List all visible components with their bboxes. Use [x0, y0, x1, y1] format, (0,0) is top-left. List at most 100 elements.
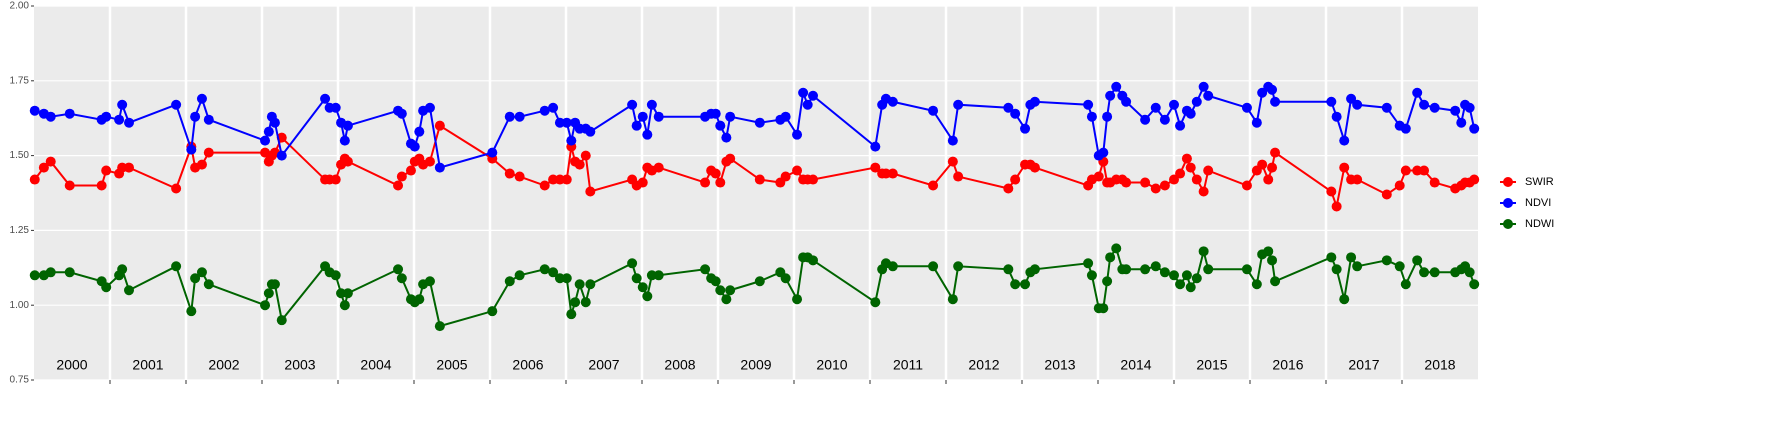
data-point [1010, 279, 1021, 290]
data-point [754, 276, 765, 287]
data-point [928, 180, 939, 191]
data-point [1241, 180, 1252, 191]
data-point [1098, 147, 1109, 158]
data-point [1381, 255, 1392, 266]
plot-panel [34, 6, 1478, 380]
data-point [393, 264, 404, 275]
data-point [725, 285, 736, 296]
data-point [1251, 279, 1262, 290]
data-point [715, 285, 726, 296]
data-point [539, 180, 550, 191]
data-point [393, 180, 404, 191]
data-point [424, 276, 435, 287]
data-point [342, 156, 353, 167]
data-point [574, 159, 585, 170]
data-point [710, 168, 721, 179]
year-label: 2009 [740, 357, 771, 373]
data-point [1270, 96, 1281, 107]
data-point [631, 273, 642, 284]
data-point [1263, 174, 1274, 185]
data-point [1105, 90, 1116, 101]
data-point [1326, 96, 1337, 107]
data-point [566, 309, 577, 320]
data-point [642, 129, 653, 140]
data-point [203, 279, 214, 290]
year-label: 2002 [208, 357, 239, 373]
data-point [424, 156, 435, 167]
data-point [514, 171, 525, 182]
year-label: 2001 [132, 357, 163, 373]
data-point [396, 171, 407, 182]
data-point [780, 273, 791, 284]
data-point [1352, 174, 1363, 185]
data-point [1270, 276, 1281, 287]
data-point [1267, 255, 1278, 266]
data-point [721, 132, 732, 143]
data-point [276, 150, 287, 161]
data-point [1203, 264, 1214, 275]
data-point [396, 273, 407, 284]
data-point [260, 300, 271, 311]
data-point [627, 258, 638, 269]
data-point [409, 141, 420, 152]
data-point [792, 129, 803, 140]
year-label: 2004 [360, 357, 391, 373]
data-point [1326, 252, 1337, 263]
data-point [1469, 174, 1480, 185]
data-point [1429, 102, 1440, 113]
year-label: 2006 [512, 357, 543, 373]
data-point [196, 267, 207, 278]
data-point [1456, 117, 1467, 128]
data-point [342, 288, 353, 299]
data-point [700, 264, 711, 275]
year-label: 2013 [1044, 357, 1075, 373]
data-point [424, 102, 435, 113]
data-point [1339, 162, 1350, 173]
data-point [570, 297, 581, 308]
data-point [330, 102, 341, 113]
data-point [1412, 87, 1423, 98]
data-point [339, 300, 350, 311]
data-point [808, 90, 818, 101]
data-point [117, 99, 128, 110]
data-point [1412, 165, 1423, 176]
data-point [1150, 102, 1161, 113]
data-point [1029, 96, 1040, 107]
data-point [554, 174, 565, 185]
data-point [1010, 108, 1021, 119]
data-point [887, 261, 898, 272]
data-point [1400, 279, 1411, 290]
data-point [276, 315, 287, 326]
data-point [1185, 162, 1196, 173]
data-point [1159, 267, 1170, 278]
year-label: 2017 [1348, 357, 1379, 373]
data-point [1263, 246, 1274, 257]
data-point [1003, 264, 1014, 275]
data-point [114, 114, 125, 125]
data-point [725, 111, 736, 122]
data-point [1203, 165, 1214, 176]
data-point [1469, 279, 1480, 290]
data-point [1121, 96, 1132, 107]
year-label: 2003 [284, 357, 315, 373]
data-point [1270, 147, 1281, 158]
y-tick-label: 1.75 [10, 75, 30, 86]
data-point [1241, 264, 1252, 275]
data-point [1121, 177, 1132, 188]
data-point [101, 165, 112, 176]
data-point [269, 117, 280, 128]
data-point [29, 270, 40, 281]
data-point [585, 186, 596, 197]
data-point [1185, 282, 1196, 293]
data-point [405, 165, 416, 176]
data-point [1086, 270, 1097, 281]
data-point [792, 294, 803, 305]
data-point [1098, 303, 1109, 314]
year-label: 2010 [816, 357, 847, 373]
data-point [585, 126, 596, 137]
data-point [1191, 174, 1202, 185]
data-point [1086, 111, 1097, 122]
data-point [1267, 84, 1278, 95]
data-point [1169, 270, 1179, 281]
